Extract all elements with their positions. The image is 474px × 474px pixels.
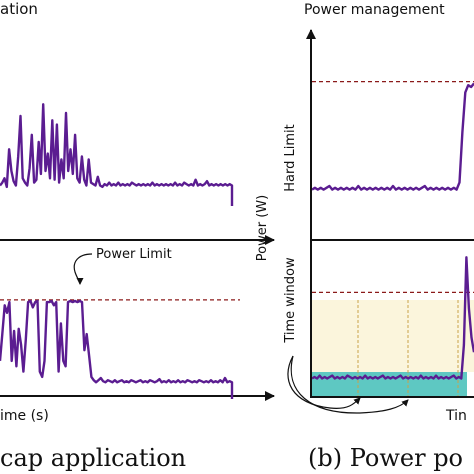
series-line-right-top [311, 82, 474, 191]
power-limit-label: Power Limit [96, 247, 172, 262]
left-x-axis-label: ime (s) [0, 408, 49, 424]
series-line-left-top [0, 103, 234, 206]
hard-limit-label: Hard Limit [283, 124, 298, 191]
power-limit-arrow [73, 253, 93, 285]
left-panel-title: ation [0, 0, 38, 18]
right-caption: (b) Power po [308, 444, 463, 472]
y-axis-label: Power (W) [255, 195, 270, 261]
right-x-axis-label: Tin [445, 408, 467, 424]
time-window-arrow [287, 355, 361, 409]
time-window-arrow [290, 355, 409, 414]
baseline-fill [311, 372, 467, 396]
series-line-left-bottom [0, 299, 234, 399]
time-window-region [311, 300, 474, 372]
right-panel-title: Power management [304, 2, 445, 18]
time-window-label: Time window [283, 257, 298, 344]
left-caption: cap application [0, 444, 186, 472]
series-line-right-bottom [311, 256, 474, 380]
